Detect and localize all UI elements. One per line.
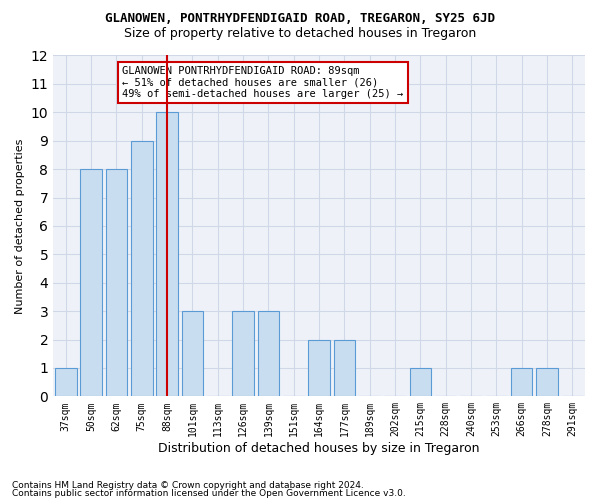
Text: Size of property relative to detached houses in Tregaron: Size of property relative to detached ho… xyxy=(124,28,476,40)
Bar xyxy=(80,169,102,396)
Bar xyxy=(334,340,355,396)
X-axis label: Distribution of detached houses by size in Tregaron: Distribution of detached houses by size … xyxy=(158,442,480,455)
Bar xyxy=(257,311,279,396)
Bar xyxy=(511,368,532,396)
Bar xyxy=(308,340,330,396)
Bar xyxy=(410,368,431,396)
Bar xyxy=(232,311,254,396)
Bar xyxy=(55,368,77,396)
Text: GLANOWEN PONTRHYDFENDIGAID ROAD: 89sqm
← 51% of detached houses are smaller (26): GLANOWEN PONTRHYDFENDIGAID ROAD: 89sqm ←… xyxy=(122,66,404,99)
Bar xyxy=(106,169,127,396)
Bar xyxy=(131,140,152,396)
Text: Contains HM Land Registry data © Crown copyright and database right 2024.: Contains HM Land Registry data © Crown c… xyxy=(12,481,364,490)
Bar xyxy=(536,368,558,396)
Text: GLANOWEN, PONTRHYDFENDIGAID ROAD, TREGARON, SY25 6JD: GLANOWEN, PONTRHYDFENDIGAID ROAD, TREGAR… xyxy=(105,12,495,26)
Y-axis label: Number of detached properties: Number of detached properties xyxy=(15,138,25,314)
Bar xyxy=(182,311,203,396)
Bar xyxy=(157,112,178,397)
Text: Contains public sector information licensed under the Open Government Licence v3: Contains public sector information licen… xyxy=(12,488,406,498)
